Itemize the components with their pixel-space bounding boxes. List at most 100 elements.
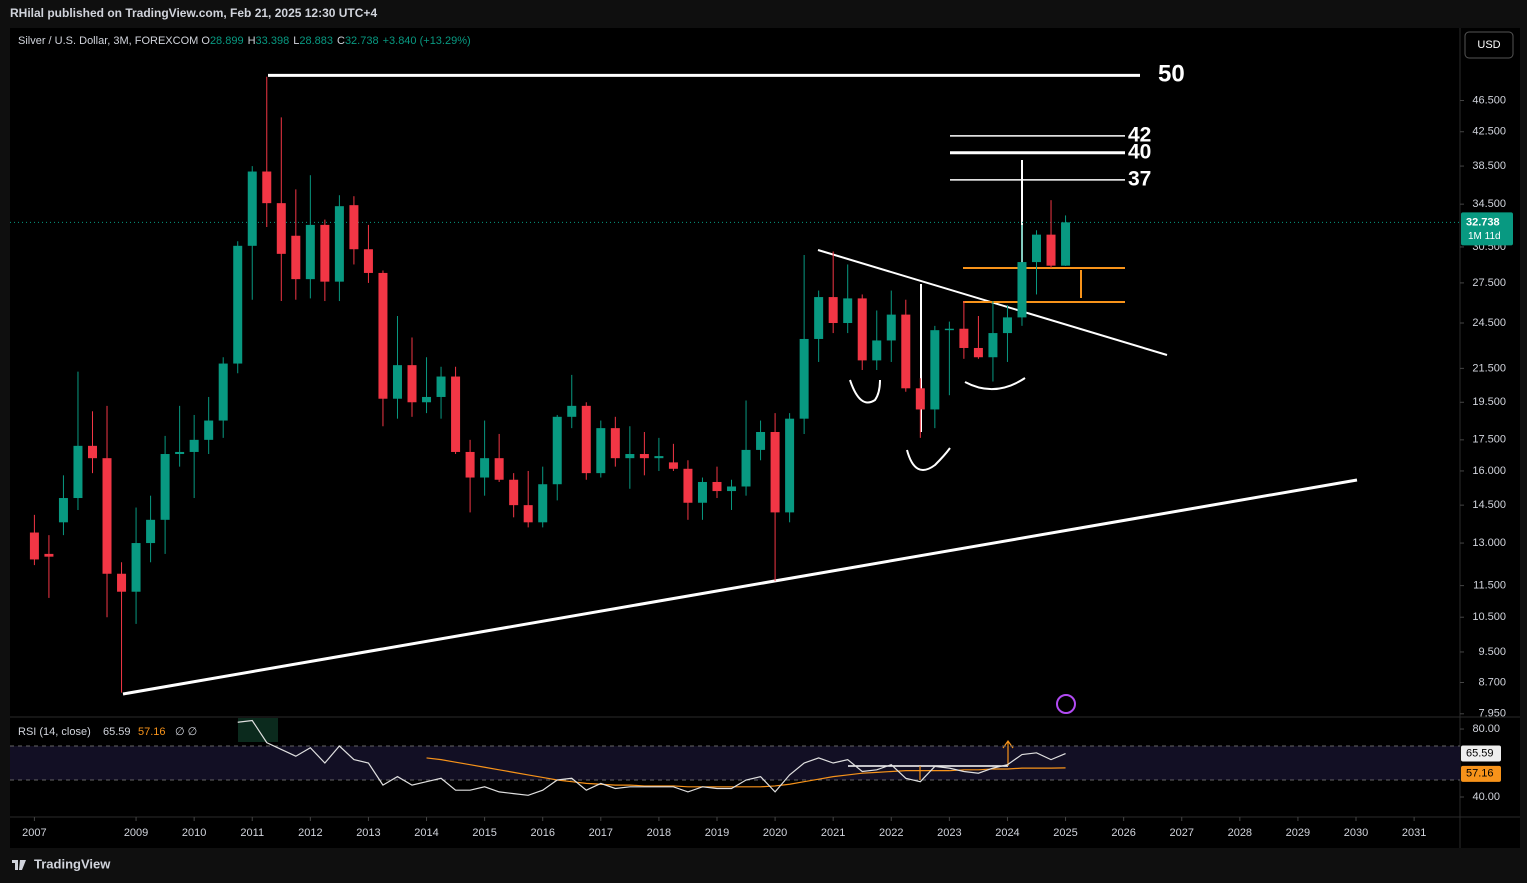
x-tick-label: 2009 [124,827,148,839]
rsi-badge-label: 65.59 [1466,747,1494,759]
candle-body [436,376,446,397]
rsi-legend-ma: 57.16 [138,726,166,738]
last-price-label: 32.738 [1466,216,1500,228]
x-tick-label: 2014 [414,827,438,839]
candle-body [349,205,359,250]
currency[interactable]: USD [1477,39,1500,51]
x-tick-label: 2024 [995,827,1019,839]
candle-body [160,454,170,520]
rsi-extra: ∅ ∅ [175,726,197,738]
y-tick-label: 46.500 [1472,94,1506,106]
candle-body [581,405,591,474]
candle-body [378,272,388,399]
candle-body [625,454,635,459]
x-tick-label: 2025 [1053,827,1077,839]
candle-body [175,451,185,455]
x-tick-label: 2027 [1169,827,1193,839]
y-tick-label: 13.000 [1472,537,1506,549]
candle-body [422,396,432,403]
countdown: 1M 11d [1468,231,1501,242]
candle-body [785,418,795,513]
candle-body [596,428,606,474]
candle-body [73,445,83,499]
candle-body [538,484,548,523]
ohlc-value: 33.398 [255,35,290,47]
rsi-ma-badge [1461,765,1501,782]
ohlc-value: 32.738 [344,35,379,47]
x-tick-label: 2019 [705,827,729,839]
y-tick-label: 16.000 [1472,465,1506,477]
y-tick-label: 34.500 [1472,198,1506,210]
ohlc-letter: O [201,35,210,47]
candle-body [117,573,127,592]
brand-logo [12,860,26,870]
level-label: 40 [1128,140,1151,163]
x-tick-label: 2022 [879,827,903,839]
candle-body [901,314,911,389]
level-label: 50 [1158,61,1185,88]
shoulder-curve [849,379,881,404]
y-tick-label: 10.500 [1472,611,1506,623]
x-tick-label: 2011 [240,827,264,839]
ohlc-letter: L [293,35,300,47]
y-tick-label: 11.500 [1473,580,1506,592]
x-tick-label: 2020 [763,827,787,839]
event-icon[interactable] [1056,694,1076,714]
shoulder-curve [964,377,1026,391]
candle-body [930,330,940,410]
candle-body [552,416,562,485]
candle-body [973,347,983,358]
candle-body [305,224,315,280]
candle-body [697,481,707,503]
candle-body [523,505,533,523]
x-tick-label: 2017 [589,827,613,839]
candle-body [857,298,867,361]
rsi-band-fill [10,746,1460,780]
x-tick-label: 2015 [472,827,496,839]
candle-body [915,388,925,410]
candle-body [494,458,504,480]
candle-body [944,328,954,331]
symbol: Silver / U.S. Dollar, 3M, FOREXCOM [18,35,199,47]
legend: Silver / U.S. Dollar, 3M, FOREXCOM O28.8… [18,35,475,47]
y-tick-label: 24.500 [1472,317,1506,329]
candle-body [567,405,577,417]
ohlc-letter: C [336,35,345,47]
candle-body [480,458,490,478]
x-tick-label: 2029 [1286,827,1310,839]
candle-body [291,235,301,280]
x-tick-label: 2026 [1111,827,1135,839]
candle-body [756,431,766,450]
x-tick-label: 2010 [182,827,206,839]
brand: TradingView [34,856,111,871]
candle-body [959,328,969,348]
candle-body [741,449,751,487]
x-tick-label: 2013 [356,827,380,839]
candle-body [29,532,39,560]
candle-body [886,314,896,341]
candle-body [1061,222,1071,266]
candle-body [799,338,809,419]
candle-body [465,451,475,478]
y-tick-label: 27.500 [1472,277,1506,289]
x-tick-label: 2018 [647,827,671,839]
candle-body [392,365,402,399]
publisher: RHilal published on TradingView.com, Feb… [10,6,377,20]
ohlc-letter: H [247,35,256,47]
candle-body [131,543,141,592]
candle-body [320,224,330,282]
candle-body [276,203,286,254]
y-tick-label: 9.500 [1478,646,1506,658]
currency-button[interactable] [1464,31,1514,59]
rsi-badge [1461,745,1501,762]
candle-body [668,462,678,469]
candle-body [262,171,272,204]
candle-body [451,376,461,452]
candle-body [218,363,228,421]
candle-body [988,333,998,358]
rsi-legend-value: 65.59 [103,726,131,738]
candle-body [872,340,882,361]
x-tick-label: 2030 [1344,827,1368,839]
